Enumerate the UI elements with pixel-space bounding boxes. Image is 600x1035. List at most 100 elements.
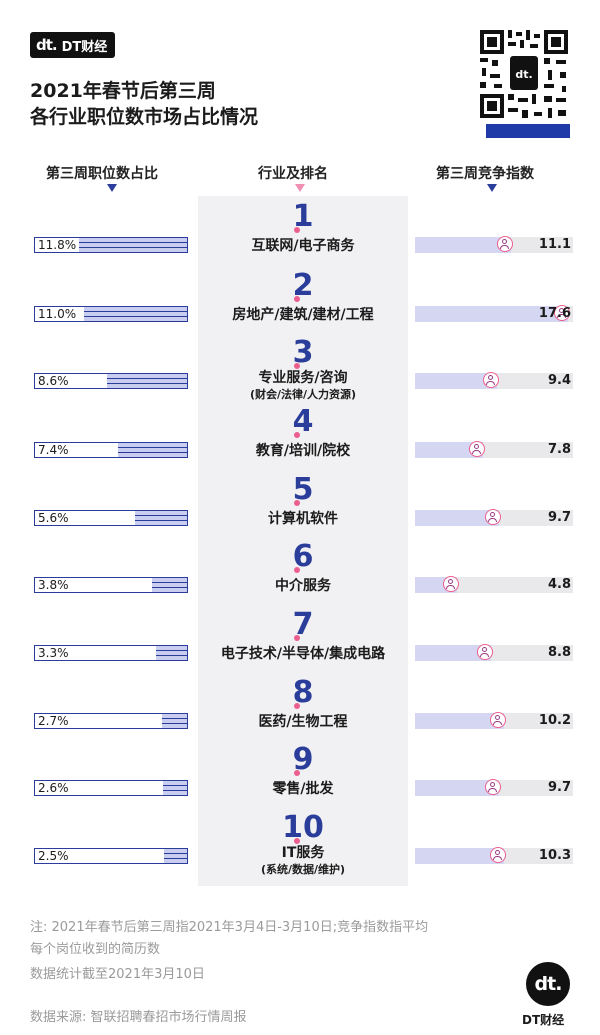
- job-share-bar: 8.6%: [34, 373, 188, 389]
- job-share-bar-fill: [156, 646, 187, 660]
- competition-value: 11.1: [538, 237, 571, 252]
- competition-bar-fill: [415, 713, 504, 729]
- competition-bar: 10.2: [415, 712, 573, 729]
- rank-number: 7: [292, 607, 314, 642]
- rank-dot: [294, 500, 300, 506]
- competition-value: 4.8: [547, 577, 571, 592]
- industry-label: IT服务: [281, 845, 325, 861]
- person-icon: [497, 236, 513, 252]
- rank-dot: [294, 432, 300, 438]
- job-share-bar-fill: [152, 578, 187, 592]
- competition-bar: 9.7: [415, 779, 573, 796]
- rank-number: 10: [282, 810, 324, 845]
- competition-value: 10.3: [538, 848, 571, 863]
- competition-bar-fill: [415, 848, 504, 864]
- rank-dot: [294, 363, 300, 369]
- job-share-value: 3.3%: [38, 646, 72, 660]
- job-share-value: 8.6%: [38, 374, 72, 388]
- rank-number: 3: [292, 335, 314, 370]
- job-share-bar: 2.7%: [34, 713, 188, 729]
- person-icon: [443, 576, 459, 592]
- industry-label: 中介服务: [275, 578, 331, 594]
- industry-label: 计算机软件: [268, 511, 338, 527]
- brand-name: DT财经: [61, 39, 108, 55]
- rank-number: 6: [292, 539, 314, 574]
- job-share-value: 2.6%: [38, 781, 72, 795]
- industry-label: 电子技术/半导体/集成电路: [220, 646, 386, 662]
- page-title-line1: 2021年春节后第三周: [30, 80, 216, 102]
- job-share-value: 5.6%: [38, 511, 72, 525]
- rank-number: 1: [292, 199, 314, 234]
- rank-dot: [294, 703, 300, 709]
- industry-label: 专业服务/咨询: [258, 370, 348, 386]
- job-share-bar: 11.8%: [34, 237, 188, 253]
- brand-logo: dt. DT财经: [30, 32, 116, 58]
- competition-bar-fill: [415, 780, 499, 796]
- header-competition-index: 第三周竞争指数: [436, 166, 534, 182]
- decor-blue-bar: [486, 124, 570, 138]
- competition-bar-fill: [415, 442, 483, 458]
- job-share-bar-fill: [164, 849, 187, 863]
- competition-bar: 9.7: [415, 509, 573, 526]
- down-arrow-icon: [295, 184, 305, 192]
- brand-logo-mark: dt.: [36, 36, 58, 54]
- competition-bar: 9.4: [415, 372, 573, 389]
- industry-sublabel: (财会/法律/人力资源): [249, 388, 357, 401]
- competition-bar-fill: [415, 645, 491, 661]
- rank-dot: [294, 838, 300, 844]
- footnote-line1: 注: 2021年春节后第三周指2021年3月4日-3月10日;竞争指数指平均: [30, 920, 429, 935]
- job-share-bar: 2.5%: [34, 848, 188, 864]
- person-icon: [485, 509, 501, 525]
- footnote-line2: 每个岗位收到的简历数: [30, 942, 161, 957]
- person-icon: [469, 441, 485, 457]
- person-icon: [554, 305, 570, 321]
- competition-value: 9.7: [547, 780, 571, 795]
- competition-bar-fill: [415, 510, 499, 526]
- job-share-value: 3.8%: [38, 578, 72, 592]
- person-icon: [485, 779, 501, 795]
- rank-dot: [294, 296, 300, 302]
- job-share-bar-fill: [118, 443, 187, 457]
- job-share-value: 7.4%: [38, 443, 72, 457]
- person-icon: [483, 372, 499, 388]
- person-icon: [490, 847, 506, 863]
- page-title-line2: 各行业职位数市场占比情况: [30, 106, 259, 128]
- competition-value: 9.7: [547, 510, 571, 525]
- down-arrow-icon: [487, 184, 497, 192]
- industry-label: 零售/批发: [272, 781, 334, 797]
- rank-number: 2: [292, 268, 314, 303]
- job-share-value: 11.8%: [38, 238, 80, 252]
- rank-dot: [294, 567, 300, 573]
- rank-dot: [294, 227, 300, 233]
- competition-bar: 11.1: [415, 236, 573, 253]
- job-share-bar: 11.0%: [34, 306, 188, 322]
- job-share-value: 2.7%: [38, 714, 72, 728]
- job-share-bar-fill: [163, 781, 187, 795]
- job-share-bar-fill: [77, 238, 187, 252]
- brand-name-bottom: DT财经: [522, 1013, 565, 1027]
- rank-number: 9: [292, 742, 314, 777]
- job-share-value: 11.0%: [38, 307, 80, 321]
- down-arrow-icon: [107, 184, 117, 192]
- svg-text:dt.: dt.: [515, 68, 532, 81]
- industry-sublabel: (系统/数据/维护): [260, 863, 346, 876]
- competition-value: 8.8: [547, 645, 571, 660]
- rank-dot: [294, 770, 300, 776]
- job-share-bar-fill: [162, 714, 187, 728]
- job-share-bar: 2.6%: [34, 780, 188, 796]
- competition-bar: 8.8: [415, 644, 573, 661]
- competition-bar: 4.8: [415, 576, 573, 593]
- competition-bar: 7.8: [415, 441, 573, 458]
- job-share-bar: 3.8%: [34, 577, 188, 593]
- qr-code-icon: dt.: [478, 28, 570, 120]
- header-industry-rank: 行业及排名: [258, 166, 328, 182]
- person-icon: [477, 644, 493, 660]
- rank-dot: [294, 635, 300, 641]
- footnote-date: 数据统计截至2021年3月10日: [30, 967, 205, 982]
- job-share-bar-fill: [84, 307, 187, 321]
- job-share-bar-fill: [107, 374, 187, 388]
- competition-value: 10.2: [538, 713, 571, 728]
- competition-value: 9.4: [547, 373, 571, 388]
- industry-label: 房地产/建筑/建材/工程: [232, 307, 374, 323]
- brand-logo-round: dt.: [526, 962, 570, 1006]
